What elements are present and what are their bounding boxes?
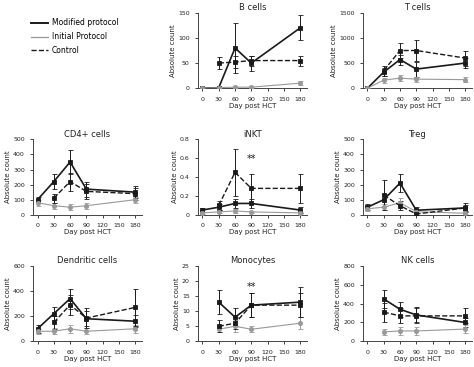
X-axis label: Day post HCT: Day post HCT [394,229,441,236]
Title: CD4+ cells: CD4+ cells [64,130,110,139]
Y-axis label: Absolute count: Absolute count [5,277,11,330]
X-axis label: Day post HCT: Day post HCT [394,103,441,109]
Title: Dendritic cells: Dendritic cells [57,256,118,265]
Title: NK cells: NK cells [401,256,434,265]
Title: B cells: B cells [238,3,266,12]
Y-axis label: Absolute count: Absolute count [331,24,337,77]
Title: iNKT: iNKT [243,130,262,139]
X-axis label: Day post HCT: Day post HCT [64,229,111,236]
Title: Treg: Treg [409,130,426,139]
Y-axis label: Absolute count: Absolute count [174,277,180,330]
Y-axis label: Absolute count: Absolute count [170,24,176,77]
Y-axis label: Absolute count: Absolute count [5,151,11,203]
Y-axis label: Absolute count: Absolute count [335,151,341,203]
X-axis label: Day post HCT: Day post HCT [394,356,441,362]
X-axis label: Day post HCT: Day post HCT [64,356,111,362]
Title: Monocytes: Monocytes [230,256,275,265]
Text: **: ** [246,154,256,164]
X-axis label: Day post HCT: Day post HCT [229,356,276,362]
X-axis label: Day post HCT: Day post HCT [229,229,276,236]
Title: T cells: T cells [404,3,431,12]
Y-axis label: Absolute count: Absolute count [172,151,178,203]
Text: **: ** [246,281,256,292]
Y-axis label: Absolute count: Absolute count [335,277,341,330]
Legend: Modified protocol, Initial Protocol, Control: Modified protocol, Initial Protocol, Con… [28,15,122,58]
X-axis label: Day post HCT: Day post HCT [229,103,276,109]
